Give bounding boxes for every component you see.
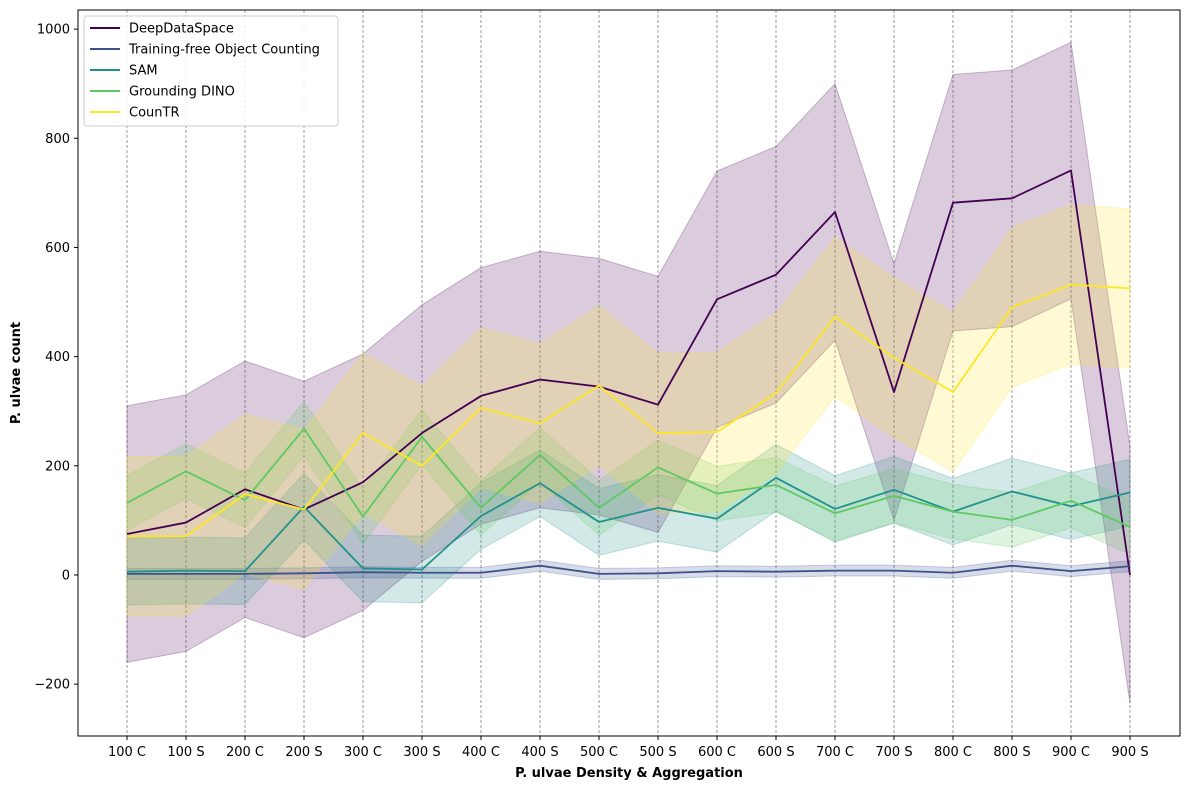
x-tick-label: 900 S — [1111, 745, 1148, 760]
x-tick-label: 100 C — [108, 745, 146, 760]
confidence-band — [126, 41, 1131, 704]
series-line — [127, 564, 1131, 575]
legend-label: Training-free Object Counting — [128, 43, 320, 58]
x-axis-ticks: 100 C 100 S 200 C 200 S 300 C 300 S 400 C 400 S… — [108, 736, 1149, 760]
plot-frame — [77, 9, 1181, 737]
legend-frame — [83, 15, 339, 127]
x-tick-label: 600 C — [698, 745, 736, 760]
x-tick-label: 300 C — [344, 745, 382, 760]
series-line — [126, 476, 1131, 573]
x-tick-label: 100 S — [167, 745, 204, 760]
legend-label: DeepDataSpace — [129, 22, 234, 37]
confidence-band — [126, 443, 1131, 606]
y-tick-label: 200 — [45, 459, 70, 474]
y-tick-label: 0 — [62, 568, 70, 583]
x-tick-label: 400 C — [462, 745, 500, 760]
confidence-bands — [126, 41, 1131, 704]
y-tick-label: 600 — [45, 241, 70, 256]
x-tick-label: 200 C — [226, 745, 264, 760]
y-tick-label: 800 — [45, 132, 70, 147]
x-tick-label: 600 S — [757, 745, 794, 760]
legend-label: CounTR — [129, 106, 179, 121]
series-line — [127, 283, 1131, 538]
legend-label: SAM — [129, 64, 158, 79]
x-tick-label: 900 C — [1052, 745, 1090, 760]
legend: DeepDataSpace Training-free Object Counti… — [83, 15, 339, 127]
y-tick-label: 400 — [45, 350, 70, 365]
x-tick-label: 500 S — [639, 745, 676, 760]
x-tick-label: 800 C — [934, 745, 972, 760]
vertical-gridlines — [126, 10, 1131, 736]
x-tick-label: 300 S — [403, 745, 440, 760]
y-tick-label: −200 — [34, 678, 70, 693]
x-tick-label: 200 S — [285, 745, 322, 760]
x-tick-label: 500 C — [580, 745, 618, 760]
series-lines — [126, 169, 1131, 576]
y-axis-title: P. ulvae count — [9, 322, 24, 424]
x-tick-label: 700 S — [875, 745, 912, 760]
legend-label: Grounding DINO — [129, 85, 235, 100]
series-line — [126, 427, 1131, 528]
x-tick-label: 800 S — [993, 745, 1030, 760]
x-axis-title: P. ulvae Density & Aggregation — [515, 766, 743, 781]
x-tick-label: 700 C — [816, 745, 854, 760]
confidence-band — [126, 400, 1131, 555]
y-tick-label: 1000 — [37, 23, 70, 38]
y-axis-ticks: −200 0 200 400 600 800 1000 — [34, 23, 78, 693]
x-tick-label: 400 S — [521, 745, 558, 760]
